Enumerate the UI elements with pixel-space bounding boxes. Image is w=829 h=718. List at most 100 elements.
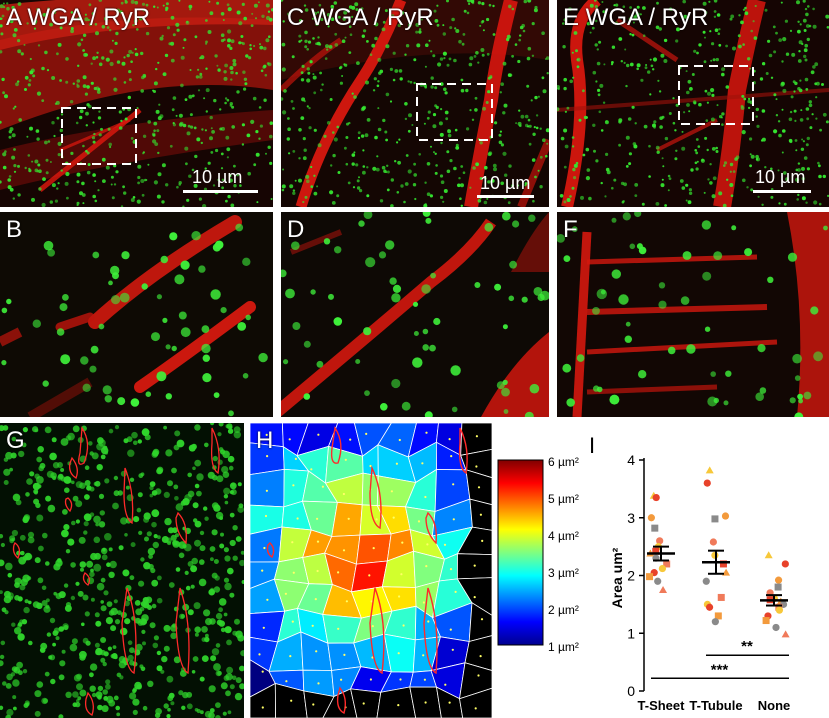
cell-centroid [443, 543, 447, 546]
data-point [647, 514, 655, 522]
cell-centroid [481, 539, 484, 542]
colorbar-tick-2: 2 µm² [548, 603, 579, 617]
cell-centroid [397, 652, 400, 655]
significance-label: ** [741, 638, 753, 655]
cell-centroid [473, 564, 476, 567]
data-point [721, 512, 730, 520]
cell-centroid [452, 518, 455, 521]
y-tick-label: 3 [627, 510, 635, 526]
voronoi-cell [459, 687, 492, 718]
cell-centroid [473, 596, 476, 599]
cell-centroid [424, 495, 427, 499]
cell-centroid [426, 543, 429, 546]
panel-f-label: F [563, 216, 578, 243]
panel-h-label: H [256, 427, 274, 454]
cell-centroid [423, 678, 426, 681]
data-point [719, 560, 727, 568]
data-point [705, 466, 714, 474]
panel-c-label: C WGA / RyR [287, 4, 434, 31]
panel-h: H [250, 423, 492, 718]
cell-centroid [444, 683, 447, 686]
data-point [702, 577, 710, 585]
cell-centroid [401, 541, 404, 544]
y-tick-label: 4 [627, 452, 635, 468]
data-point [651, 524, 659, 532]
panel-e-scalebar [753, 190, 811, 193]
cell-centroid [397, 704, 400, 707]
panel-e-image [557, 0, 829, 207]
cell-centroid [265, 433, 268, 436]
cell-centroid [399, 678, 402, 681]
panel-i-label: I [589, 433, 595, 458]
data-point [711, 515, 719, 523]
cell-centroid [370, 600, 373, 603]
cell-centroid [290, 699, 293, 702]
cell-centroid [372, 547, 375, 550]
data-point [656, 537, 664, 545]
cell-centroid [294, 457, 297, 460]
cell-centroid [317, 682, 320, 685]
data-point [658, 564, 667, 573]
colorbar-tick-5: 5 µm² [548, 492, 579, 506]
cell-centroid [321, 485, 324, 488]
data-point [772, 623, 780, 632]
cell-centroid [261, 670, 264, 673]
cell-centroid [258, 653, 261, 656]
cell-centroid [395, 462, 398, 465]
panel-a-image [0, 0, 273, 207]
cell-centroid [449, 568, 453, 571]
data-point [652, 493, 660, 502]
voronoi-cell [331, 501, 363, 537]
cell-centroid [421, 462, 424, 465]
cell-centroid [288, 438, 291, 441]
data-point [659, 585, 668, 593]
cell-centroid [392, 516, 395, 519]
cell-centroid [369, 464, 372, 468]
cell-centroid [480, 618, 484, 621]
cell-centroid [375, 518, 378, 521]
voronoi-cell [459, 662, 492, 700]
cell-centroid [371, 625, 374, 628]
cell-centroid [402, 624, 405, 627]
voronoi-cells [250, 423, 492, 718]
data-point [762, 617, 770, 625]
voronoi-cell [460, 448, 492, 479]
cell-centroid [285, 680, 288, 683]
cell-centroid [450, 455, 453, 458]
cell-centroid [262, 626, 265, 629]
panel-b: B [0, 212, 273, 417]
cell-centroid [368, 574, 371, 577]
cell-centroid [311, 624, 314, 627]
cell-centroid [390, 490, 393, 493]
cell-centroid [291, 541, 294, 544]
panel-a-scalebar [183, 190, 258, 193]
cell-centroid [266, 455, 269, 458]
data-point [654, 577, 662, 585]
panel-g: G [0, 423, 244, 718]
data-point [663, 560, 671, 568]
cell-centroid [266, 598, 269, 601]
colorbar [497, 459, 544, 646]
cell-centroid [310, 468, 313, 471]
cell-centroid [296, 517, 299, 520]
x-tick-label: T-Sheet [638, 698, 686, 713]
panel-f-image [557, 212, 829, 417]
data-point [775, 606, 784, 614]
cell-centroid [312, 703, 315, 706]
data-point [774, 576, 783, 584]
data-point [717, 593, 725, 601]
data-point [705, 603, 714, 611]
cell-centroid [261, 569, 264, 572]
cell-centroid [451, 648, 454, 651]
cell-centroid [425, 431, 428, 434]
cell-centroid [261, 706, 264, 709]
cell-centroid [289, 655, 292, 658]
cell-centroid [454, 590, 457, 593]
panel-d-label: D [287, 216, 305, 243]
colorbar-tick-1: 1 µm² [548, 640, 579, 654]
y-tick-label: 0 [627, 683, 635, 699]
voronoi-cell [350, 688, 382, 718]
cell-centroid [349, 438, 352, 441]
cell-centroid [422, 601, 425, 604]
cell-centroid [422, 654, 425, 657]
